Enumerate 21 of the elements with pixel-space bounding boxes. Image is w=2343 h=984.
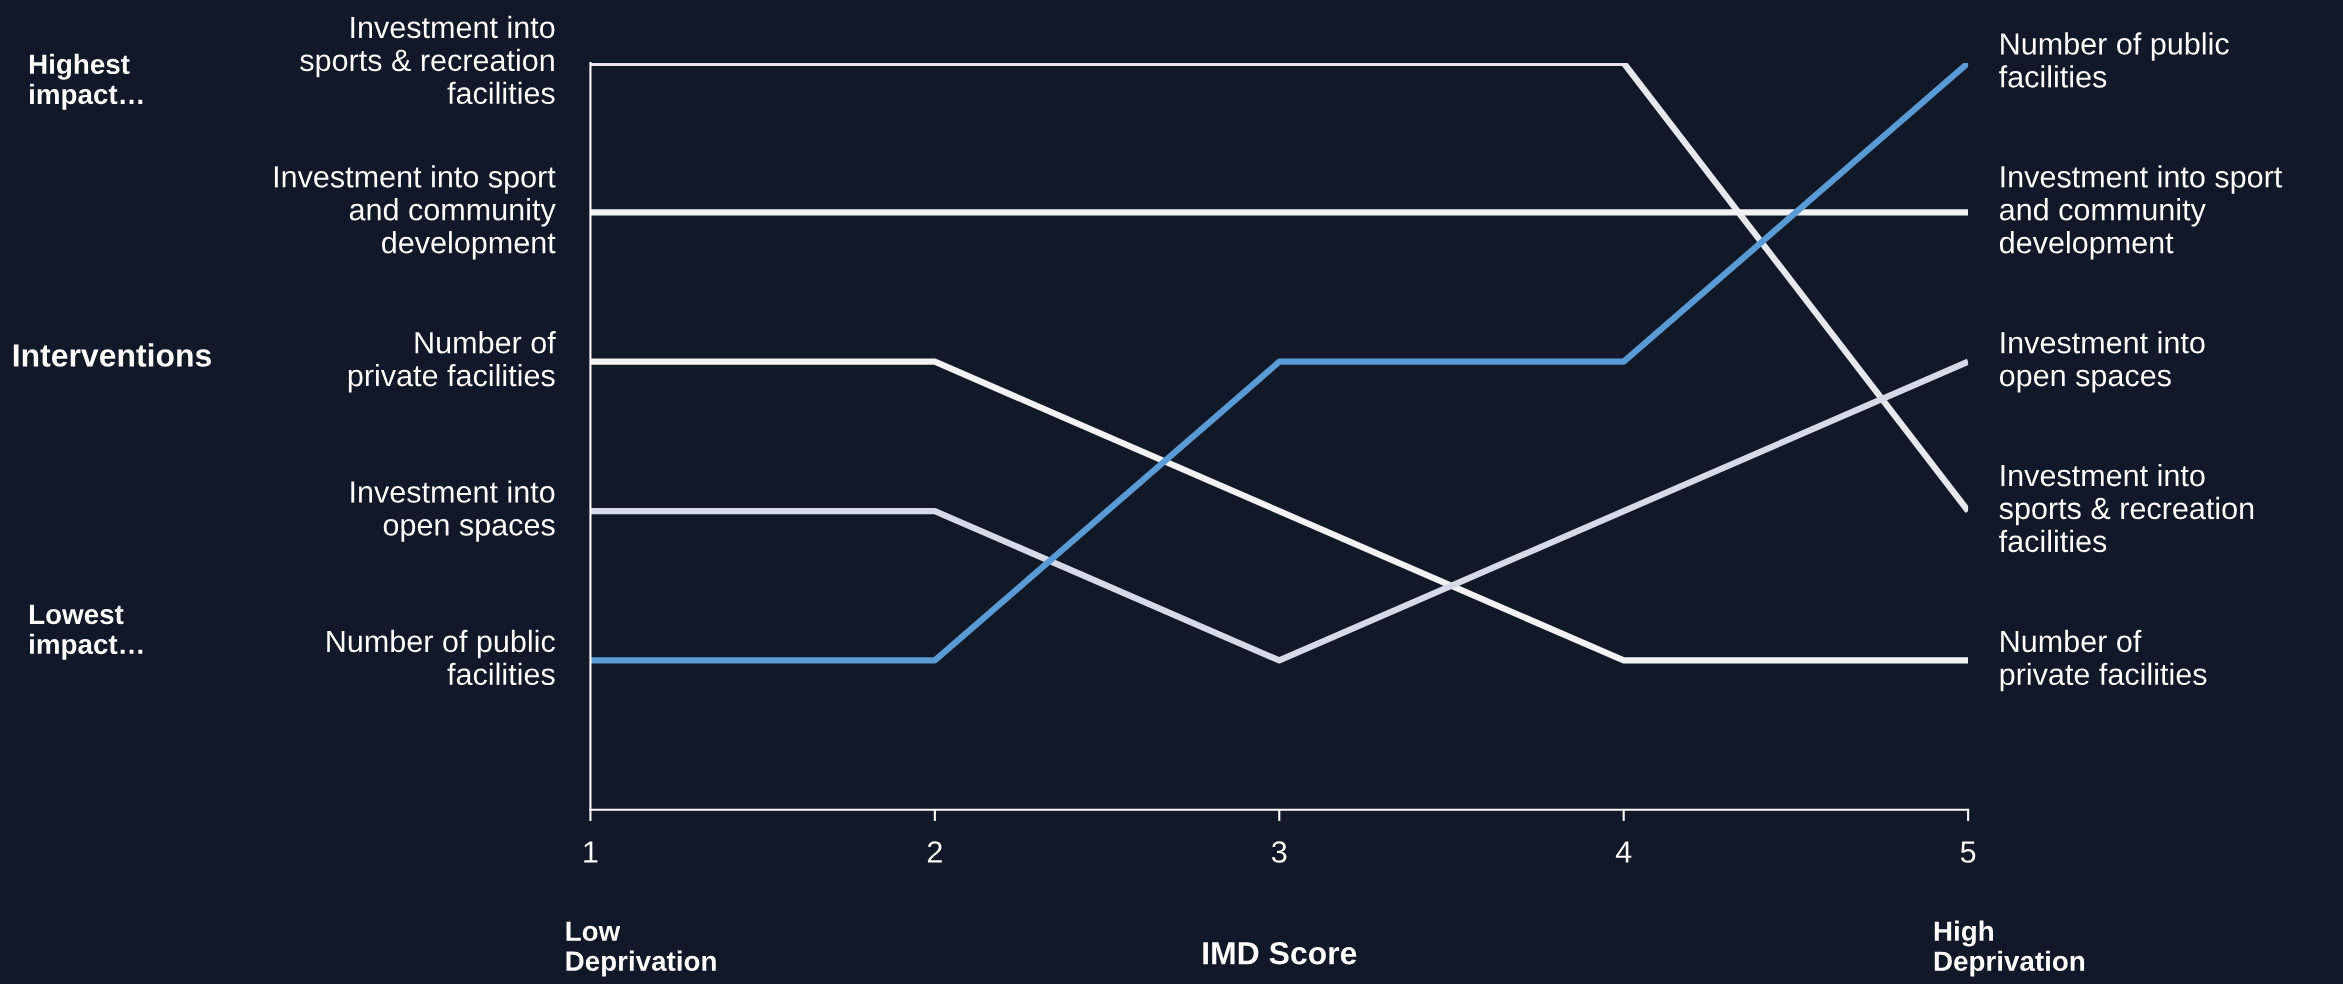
series-label: Number of private facilities [2000, 629, 2207, 692]
x-tick-label: 4 [1615, 841, 1632, 863]
x-tick-label: 2 [927, 841, 942, 863]
text: Investment into open spaces [351, 480, 555, 542]
x-tick-label: 1 [584, 841, 598, 863]
text: Investment into sports & recreation facilities [300, 15, 555, 105]
text: Number of private facilities [348, 331, 556, 393]
series-label: Investment into sport and community development [1999, 165, 2283, 260]
x-axis-title: IMD Score [1203, 941, 1357, 965]
series-label: Investment into sports & recreation facilities [1999, 463, 2254, 553]
text: Interventions [13, 343, 211, 367]
text: Investment into sport and community development [274, 165, 556, 260]
series-label: Investment into open spaces [1999, 331, 2205, 393]
text: Lowest impact… [29, 604, 143, 660]
text: High Deprivation [1934, 920, 2085, 977]
text: Number of public facilities [327, 629, 555, 686]
text: Low Deprivation [566, 921, 716, 977]
text: Highest impact… [29, 53, 143, 110]
x-tick-label: 5 [1960, 841, 1976, 863]
series-label: Number of public facilities [1999, 32, 2229, 88]
x-tick-label: 3 [1271, 841, 1287, 863]
